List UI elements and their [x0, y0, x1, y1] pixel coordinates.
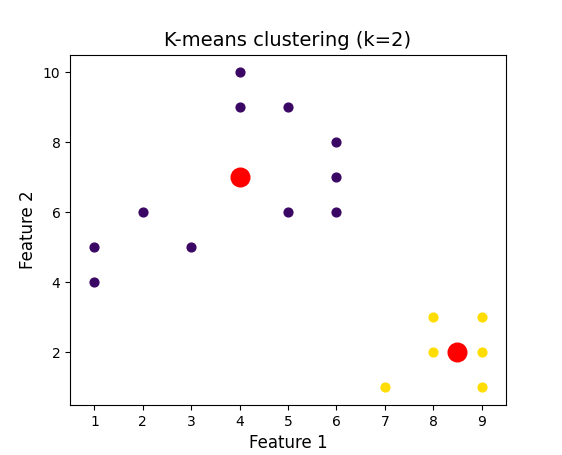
Point	[235, 104, 244, 111]
Point	[429, 349, 438, 356]
Point	[90, 244, 99, 251]
Point	[235, 174, 244, 181]
Point	[453, 349, 462, 356]
Point	[477, 349, 486, 356]
Point	[283, 208, 292, 216]
Point	[283, 104, 292, 111]
Point	[332, 208, 341, 216]
Title: K-means clustering (k=2): K-means clustering (k=2)	[165, 31, 411, 50]
Point	[477, 384, 486, 391]
Point	[187, 244, 196, 251]
Point	[332, 174, 341, 181]
X-axis label: Feature 1: Feature 1	[249, 434, 327, 452]
Point	[90, 278, 99, 286]
Point	[477, 314, 486, 321]
Point	[380, 384, 389, 391]
Point	[235, 69, 244, 76]
Y-axis label: Feature 2: Feature 2	[19, 191, 37, 269]
Point	[138, 208, 147, 216]
Point	[332, 138, 341, 146]
Point	[429, 314, 438, 321]
